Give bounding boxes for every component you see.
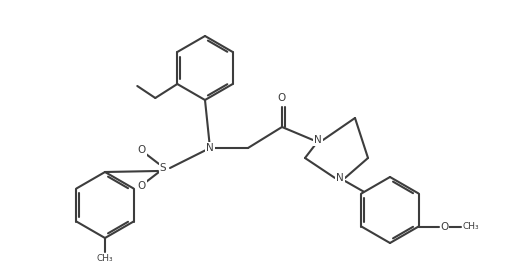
Text: CH₃: CH₃ xyxy=(462,222,479,231)
Text: N: N xyxy=(206,143,214,153)
Text: N: N xyxy=(314,135,322,145)
Text: O: O xyxy=(441,221,449,231)
Text: O: O xyxy=(138,145,146,155)
Text: CH₃: CH₃ xyxy=(97,254,113,263)
Text: O: O xyxy=(138,181,146,191)
Text: O: O xyxy=(278,93,286,103)
Text: S: S xyxy=(160,163,166,173)
Text: N: N xyxy=(336,173,344,183)
